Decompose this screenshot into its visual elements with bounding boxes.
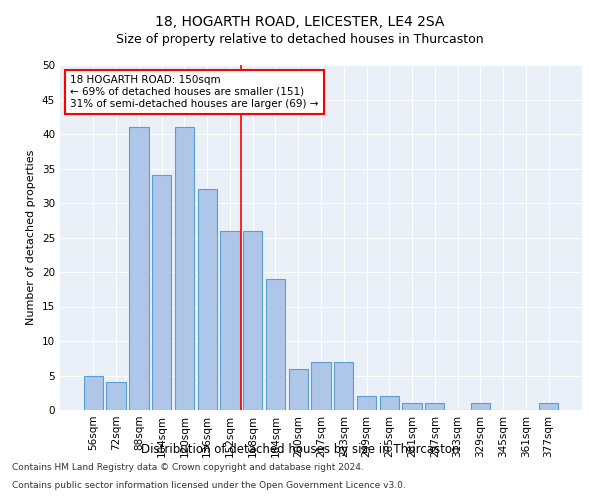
Bar (175, 127, 194, 410)
Bar (289, 368, 308, 410)
Bar (539, 403, 558, 410)
Text: 18, HOGARTH ROAD, LEICESTER, LE4 2SA: 18, HOGARTH ROAD, LEICESTER, LE4 2SA (155, 15, 445, 29)
Bar (197, 189, 217, 410)
Bar (311, 362, 331, 410)
Bar (106, 382, 126, 410)
Bar (380, 396, 399, 410)
Text: Contains public sector information licensed under the Open Government Licence v3: Contains public sector information licen… (12, 481, 406, 490)
Bar (152, 176, 172, 410)
Bar (357, 396, 376, 410)
Bar (403, 403, 422, 410)
Y-axis label: Number of detached properties: Number of detached properties (26, 150, 37, 325)
Bar (266, 279, 285, 410)
Text: Size of property relative to detached houses in Thurcaston: Size of property relative to detached ho… (116, 32, 484, 46)
Bar (84, 376, 103, 410)
Text: Contains HM Land Registry data © Crown copyright and database right 2024.: Contains HM Land Registry data © Crown c… (12, 464, 364, 472)
Text: 18 HOGARTH ROAD: 150sqm
← 69% of detached houses are smaller (151)
31% of semi-d: 18 HOGARTH ROAD: 150sqm ← 69% of detache… (70, 76, 319, 108)
Bar (243, 230, 262, 410)
Text: Distribution of detached houses by size in Thurcaston: Distribution of detached houses by size … (141, 442, 459, 456)
Bar (129, 127, 149, 410)
Bar (334, 362, 353, 410)
Bar (220, 230, 239, 410)
Bar (470, 403, 490, 410)
Bar (425, 403, 445, 410)
